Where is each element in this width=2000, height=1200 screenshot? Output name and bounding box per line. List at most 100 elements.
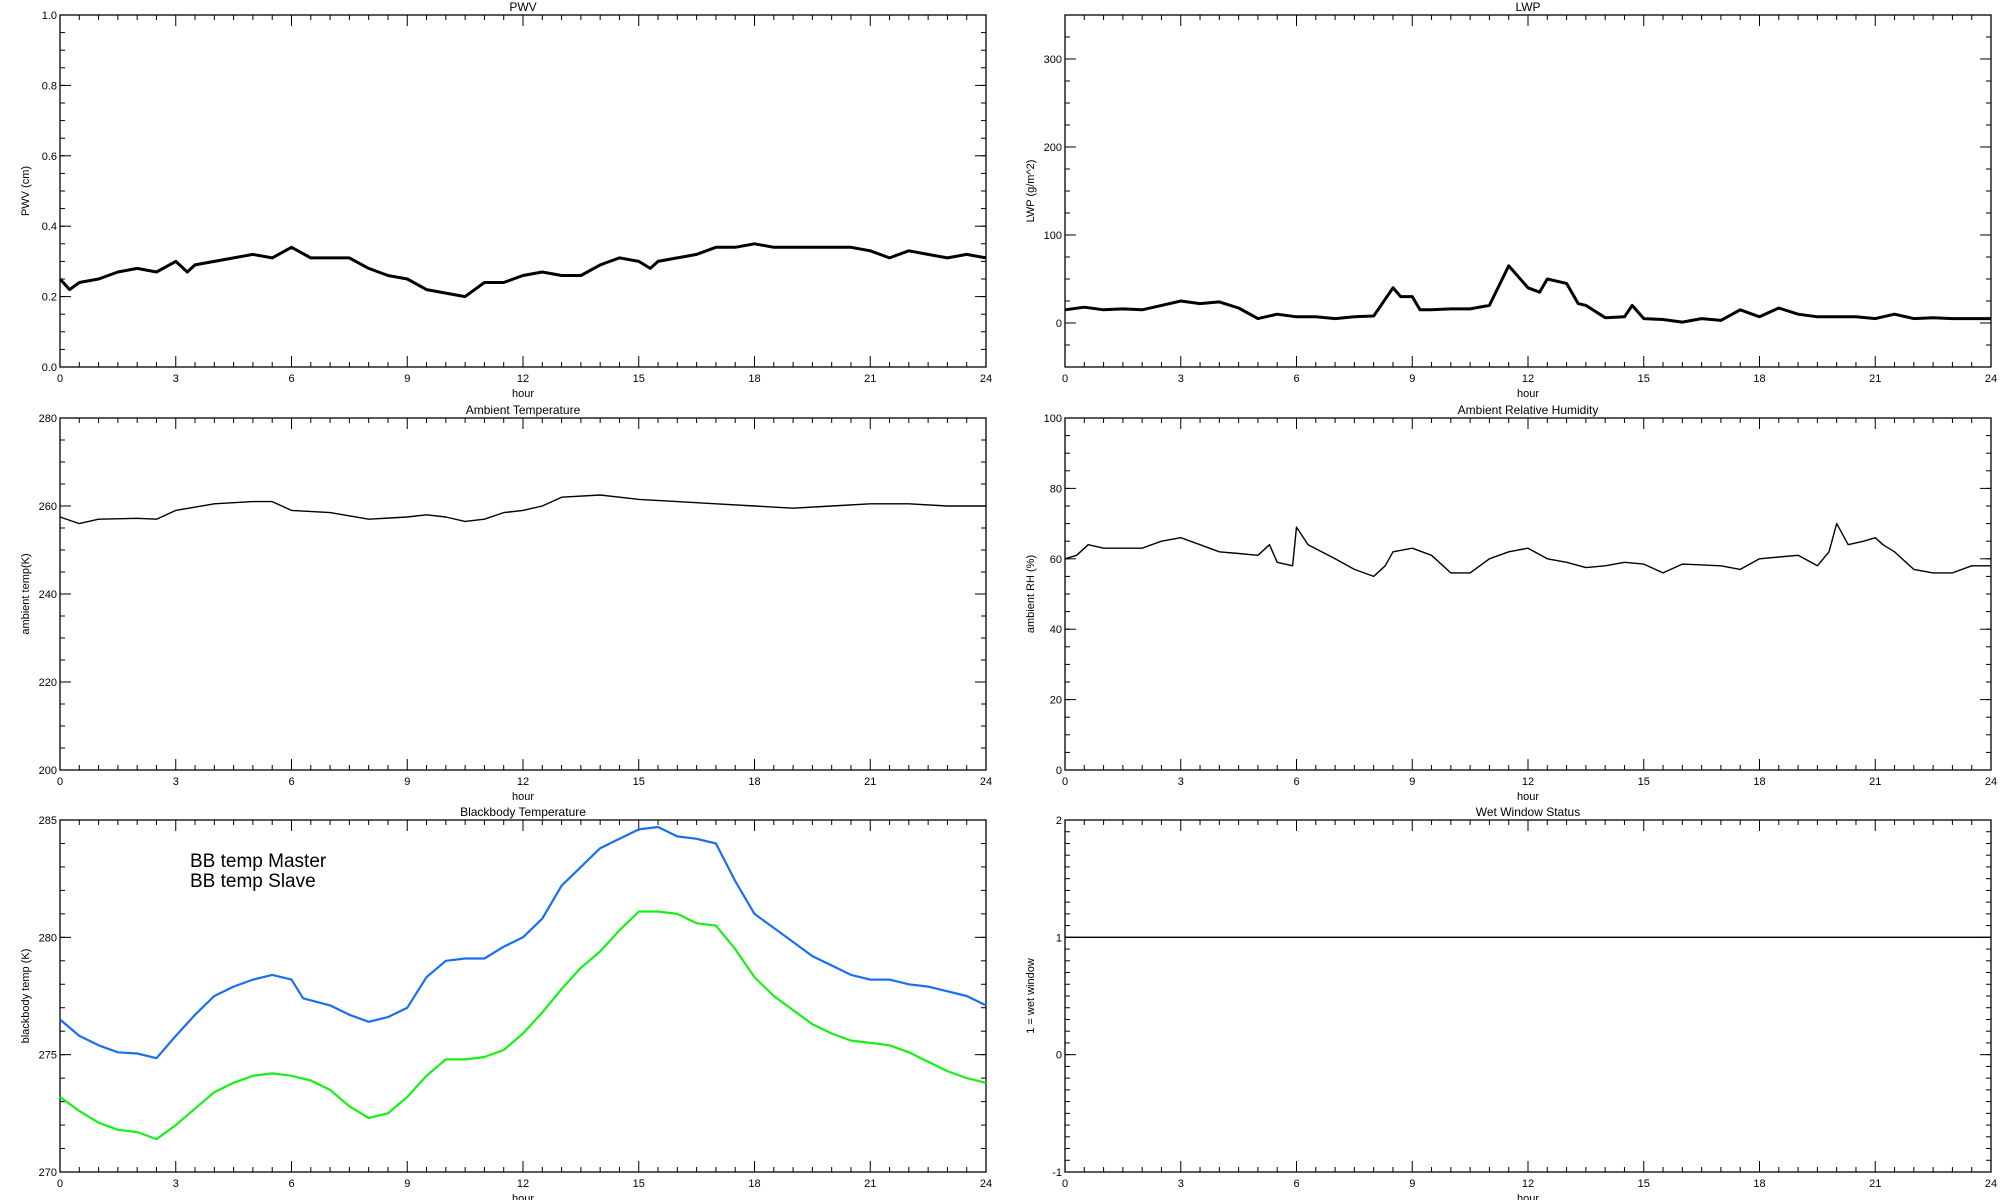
x-tick-label: 15: [633, 1178, 645, 1190]
x-tick-label: 3: [1178, 1178, 1184, 1190]
y-tick-label: 240: [39, 589, 57, 601]
x-axis-label: hour: [512, 388, 534, 400]
chart-panel-4: Blackbody Temperature hour blackbody temp …: [20, 805, 992, 1200]
x-tick-label: 9: [1409, 776, 1415, 788]
x-tick-label: 12: [517, 776, 529, 788]
x-tick-label: 15: [1638, 776, 1650, 788]
chart-title: Ambient Temperature: [466, 403, 581, 417]
x-tick-label: 6: [288, 1178, 294, 1190]
y-tick-label: 0: [1056, 1050, 1062, 1062]
y-tick-label: 0.6: [42, 151, 57, 163]
y-tick-label: 0: [1056, 765, 1062, 777]
plot-frame: [1064, 819, 1992, 1173]
chart-title: Ambient Relative Humidity: [1458, 403, 1599, 417]
series-line-0: [58, 242, 987, 299]
x-tick-label: 9: [404, 776, 410, 788]
x-tick-label: 15: [633, 373, 645, 385]
x-tick-label: 12: [1522, 776, 1534, 788]
y-tick-label: 275: [39, 1050, 57, 1062]
y-axis-label: blackbody temp (K): [20, 949, 32, 1044]
x-axis-label: hour: [1517, 388, 1539, 400]
x-tick-label: 9: [1409, 1178, 1415, 1190]
x-tick-label: 3: [1178, 776, 1184, 788]
y-tick-label: 0.2: [42, 292, 57, 304]
y-tick-label: -1: [1052, 1167, 1062, 1179]
x-tick-label: 6: [288, 373, 294, 385]
x-tick-label: 0: [1062, 1178, 1068, 1190]
x-tick-label: 0: [57, 373, 63, 385]
chart-title: PWV: [509, 0, 536, 14]
y-tick-label: 100: [1044, 413, 1062, 425]
y-tick-label: 0: [1056, 318, 1062, 330]
y-tick-label: 0.0: [42, 362, 57, 374]
chart-panel-2: Ambient Temperature hour ambient temp(K) 0 3…: [20, 403, 992, 803]
y-tick-label: 300: [1044, 54, 1062, 66]
plot-frame: [1064, 417, 1992, 771]
x-tick-label: 0: [1062, 373, 1068, 385]
y-axis-label: ambient temp(K): [20, 553, 32, 634]
plot-frame: [59, 14, 987, 368]
y-tick-label: 200: [1044, 142, 1062, 154]
x-tick-label: 3: [173, 1178, 179, 1190]
x-axis-label: hour: [1517, 791, 1539, 803]
y-tick-label: 260: [39, 501, 57, 513]
x-tick-label: 0: [57, 1178, 63, 1190]
x-tick-label: 3: [173, 373, 179, 385]
chart-title: Blackbody Temperature: [460, 805, 586, 819]
x-tick-label: 12: [1522, 373, 1534, 385]
plot-frame: [1064, 14, 1992, 368]
y-tick-label: 20: [1050, 695, 1062, 707]
chart-title: LWP: [1515, 0, 1540, 14]
x-tick-label: 9: [404, 1178, 410, 1190]
x-tick-label: 12: [1522, 1178, 1534, 1190]
y-tick-label: 280: [39, 932, 57, 944]
x-tick-label: 6: [1293, 1178, 1299, 1190]
series-line-0: [59, 494, 986, 525]
y-tick-label: 60: [1050, 554, 1062, 566]
x-tick-label: 21: [864, 776, 876, 788]
x-tick-label: 24: [1985, 776, 1997, 788]
x-tick-label: 24: [1985, 1178, 1997, 1190]
x-tick-label: 12: [517, 1178, 529, 1190]
x-tick-label: 24: [980, 1178, 992, 1190]
x-tick-label: 21: [864, 373, 876, 385]
x-axis-label: hour: [512, 791, 534, 803]
x-tick-label: 21: [1869, 776, 1881, 788]
x-tick-label: 0: [1062, 776, 1068, 788]
y-axis-label: 1 = wet window: [1025, 958, 1037, 1034]
y-tick-label: 0.8: [42, 80, 57, 92]
x-axis-label: hour: [512, 1193, 534, 1200]
plot-frame: [59, 417, 987, 771]
y-tick-label: 40: [1050, 624, 1062, 636]
y-axis-label: ambient RH (%): [1025, 555, 1037, 633]
x-tick-label: 24: [1985, 373, 1997, 385]
x-tick-label: 18: [748, 1178, 760, 1190]
legend-entry: BB temp Slave: [190, 871, 316, 892]
chart-panel-0: PWV hour PWV (cm) 0 3 6 9 12 15 18 21 24 0.0 0.2 0.4 0.…: [20, 0, 992, 400]
y-tick-label: 270: [39, 1167, 57, 1179]
x-tick-label: 24: [980, 373, 992, 385]
x-tick-label: 15: [1638, 1178, 1650, 1190]
x-tick-label: 6: [288, 776, 294, 788]
y-axis-label: PWV (cm): [20, 166, 32, 216]
x-tick-label: 18: [1753, 1178, 1765, 1190]
legend-entry: BB temp Master: [190, 851, 327, 872]
x-tick-label: 15: [1638, 373, 1650, 385]
x-tick-label: 9: [404, 373, 410, 385]
x-tick-label: 6: [1293, 776, 1299, 788]
chart-panel-1: LWP hour LWP (g/m^2) 0 3 6 9 12 15 18 21 24 0 100 200 3…: [1025, 0, 1997, 400]
y-tick-label: 0.4: [42, 221, 57, 233]
y-tick-label: 80: [1050, 483, 1062, 495]
x-tick-label: 24: [980, 776, 992, 788]
y-tick-label: 285: [39, 815, 57, 827]
x-tick-label: 15: [633, 776, 645, 788]
y-tick-label: 200: [39, 765, 57, 777]
x-tick-label: 21: [1869, 373, 1881, 385]
series-line-1: [59, 910, 987, 1141]
x-tick-label: 18: [1753, 373, 1765, 385]
chart-panel-3: Ambient Relative Humidity hour ambient RH …: [1025, 403, 1997, 803]
y-tick-label: 100: [1044, 230, 1062, 242]
x-tick-label: 0: [57, 776, 63, 788]
x-tick-label: 6: [1293, 373, 1299, 385]
